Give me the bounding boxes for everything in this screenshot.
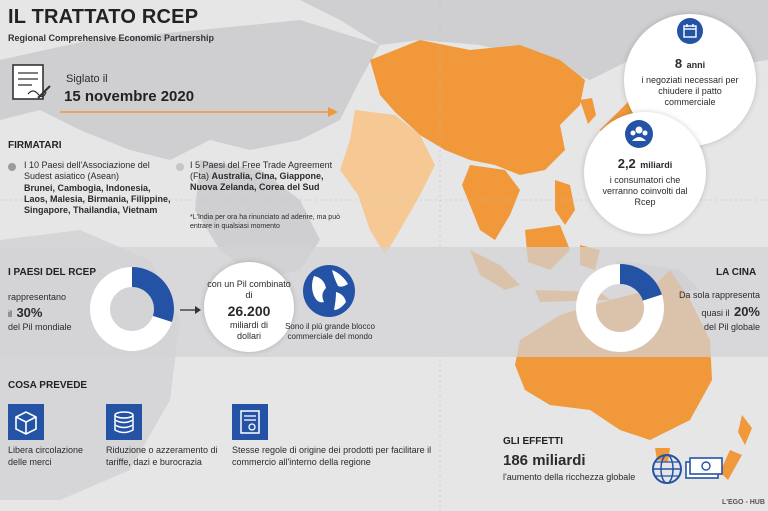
coins-icon <box>106 404 142 440</box>
prevede-item3: Stesse regole di origine dei prodotti pe… <box>232 445 432 467</box>
consumers-stat: 2,2 miliardi i consumatori che verranno … <box>595 155 695 208</box>
country-china <box>370 40 585 175</box>
effetti-value: 186 miliardi <box>503 452 586 469</box>
land-west <box>0 20 380 160</box>
pil-intro: con un Pil combinato di <box>207 279 291 300</box>
effetti-text: l'aumento della ricchezza globale <box>503 472 636 482</box>
page-subtitle: Regional Comprehensive Economic Partners… <box>8 33 215 43</box>
years-unit: anni <box>686 60 706 70</box>
credit: L'EGO - HUB <box>722 499 765 506</box>
country-korea <box>580 98 596 124</box>
prevede-heading: COSA PREVEDE <box>8 380 88 391</box>
globe-icon <box>303 265 355 317</box>
years-value: 8 <box>674 56 683 71</box>
years-text: i negoziati necessari per chiudere il pa… <box>641 75 739 107</box>
effetti-heading: GLI EFFETTI <box>503 436 563 447</box>
pil-card <box>204 262 294 352</box>
country-india <box>340 110 435 255</box>
certificate-icon <box>232 404 268 440</box>
calendar-icon <box>677 18 703 44</box>
paesi-pct-prefix: il <box>8 309 12 319</box>
prevede-item2: Riduzione o azzeramento di tariffe, dazi… <box>106 445 218 467</box>
firmatari-heading: FIRMATARI <box>8 140 62 151</box>
fta-block: I 5 Paesi del Free Trade Agreement (Fta)… <box>190 160 340 193</box>
pil-unit: miliardi di dollari <box>229 320 268 341</box>
page-title: IL TRATTATO RCEP <box>8 6 199 28</box>
pil-value: 26.200 <box>227 303 271 319</box>
india-note: *L'India per ora ha rinunciato ad aderir… <box>190 214 340 230</box>
paesi-represent: rappresentano <box>8 292 67 302</box>
paesi-heading: I PAESI DEL RCEP <box>8 267 96 278</box>
country-seasia <box>462 165 520 240</box>
globe-grid-icon <box>652 454 682 484</box>
land-russia <box>300 0 768 80</box>
box-icon <box>8 404 44 440</box>
document-icon <box>12 64 51 100</box>
asean-intro: I 10 Paesi dell'Associazione del Sudest … <box>24 160 150 181</box>
country-philippines <box>555 180 575 225</box>
fta-countries: Australia, Cina, Giappone, Nuova Zelanda… <box>190 171 324 192</box>
pil-stat: con un Pil combinato di 26.200 miliardi … <box>207 279 291 342</box>
cina-pct-line: quasi il 20% <box>670 303 761 321</box>
cina-pct: 20% <box>733 304 760 319</box>
cina-heading: LA CINA <box>716 267 757 278</box>
fta-bullet <box>176 163 184 171</box>
asean-bullet <box>8 163 16 171</box>
consumers-value: 2,2 <box>617 156 636 171</box>
paesi-pct: 30% <box>16 305 43 320</box>
signing-arrow <box>60 107 338 117</box>
rcep-donut <box>90 267 174 351</box>
cina-prefix: quasi il <box>701 308 730 318</box>
fta-intro: I 5 Paesi del Free Trade Agreement (Fta) <box>190 160 333 181</box>
paesi-pct-line: il 30% <box>8 304 42 322</box>
prevede-item1: Libera circolazione delle merci <box>8 445 84 467</box>
asean-countries: Brunei, Cambogia, Indonesia, Laos, Males… <box>24 183 171 215</box>
cina-suffix: del Pil globale <box>703 322 760 332</box>
arrow-icon <box>180 306 201 314</box>
paesi-pct-suffix: del Pil mondiale <box>8 322 72 332</box>
signing-date: 15 novembre 2020 <box>64 88 195 105</box>
consumers-unit: miliardi <box>640 160 673 170</box>
cina-text1: Da sola rappresenta <box>678 290 760 300</box>
signing-label: Siglato il <box>66 73 108 85</box>
cina-donut <box>576 264 664 352</box>
bloc-text: Sono il più grande blocco commerciale de… <box>285 322 375 341</box>
years-stat: 8 anni i negoziati necessari per chiuder… <box>640 55 740 108</box>
money-icon <box>685 457 723 479</box>
country-newzealand <box>720 415 752 480</box>
people-icon <box>625 120 653 148</box>
asean-block: I 10 Paesi dell'Associazione del Sudest … <box>24 160 174 216</box>
consumers-text: i consumatori che verranno coinvolti dal… <box>602 175 688 207</box>
